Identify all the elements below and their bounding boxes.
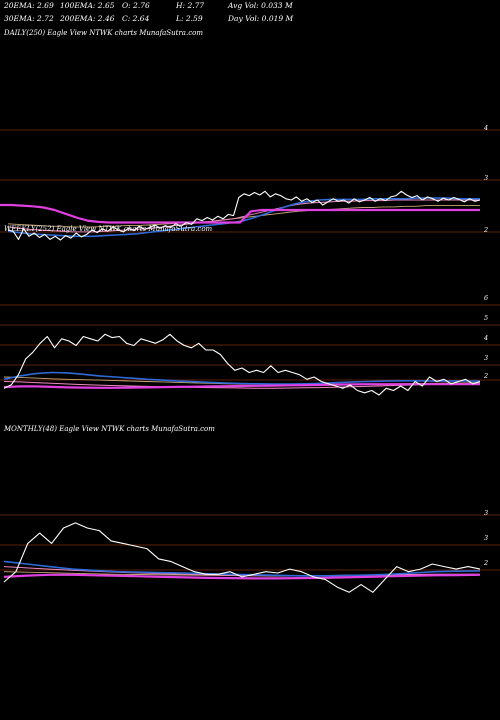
daily-y-tick-label: 4 (483, 124, 488, 132)
weekly-y-tick-label: 5 (484, 314, 488, 322)
weekly-y-tick-label: 4 (483, 334, 488, 342)
daily-series (0, 190, 481, 241)
header-open: O: 2.76 (122, 1, 150, 10)
header-100ema: 100EMA: 2.65 (60, 1, 115, 10)
monthly-y-tick-label: 3 (484, 509, 488, 517)
weekly-y-axis: 6 5 4 3 2 (483, 294, 488, 380)
daily-ema-blue-line (7, 197, 480, 238)
monthly-y-tick-label: 3 (484, 534, 488, 542)
header-avg-vol: Avg Vol: 0.033 M (227, 1, 293, 10)
weekly-y-tick-label: 2 (483, 372, 488, 380)
daily-ema-magenta-line (0, 203, 480, 224)
weekly-chart-panel: WEEKLY(252) Eagle View NTWK charts Munaf… (0, 225, 500, 396)
indicator-header: 20EMA: 2.69 100EMA: 2.65 O: 2.76 H: 2.77… (3, 1, 294, 23)
monthly-price-line (3, 522, 481, 593)
monthly-ema-blue-line (3, 560, 481, 577)
monthly-chart-title: MONTHLY(48) Eagle View NTWK charts Munaf… (3, 425, 215, 433)
weekly-ema-magenta-line (3, 383, 480, 389)
daily-y-tick-label: 3 (484, 174, 488, 182)
monthly-y-tick-label: 2 (483, 559, 488, 567)
daily-chart-title: DAILY(250) Eagle View NTWK charts Munafa… (3, 29, 203, 37)
daily-y-axis: 4 3 2 (483, 124, 488, 234)
daily-price-line (7, 190, 481, 241)
weekly-gridlines (0, 304, 500, 381)
weekly-ema-blue-line (3, 371, 480, 385)
header-high: H: 2.77 (175, 1, 204, 10)
header-close: C: 2.64 (122, 14, 150, 23)
weekly-y-tick-label: 3 (484, 354, 488, 362)
monthly-series (3, 522, 481, 593)
weekly-chart-title: WEEKLY(252) Eagle View NTWK charts Munaf… (4, 225, 213, 233)
daily-y-tick-label: 2 (483, 226, 488, 234)
weekly-price-line (3, 333, 481, 396)
header-30ema: 30EMA: 2.72 (4, 14, 54, 23)
weekly-series (3, 333, 481, 396)
daily-chart-panel: DAILY(250) Eagle View NTWK charts Munafa… (0, 29, 500, 241)
weekly-y-tick-label: 6 (484, 294, 488, 302)
header-day-vol: Day Vol: 0.019 M (227, 14, 294, 23)
monthly-ema-magenta-line (3, 573, 481, 580)
monthly-chart-panel: MONTHLY(48) Eagle View NTWK charts Munaf… (0, 425, 500, 593)
header-20ema: 20EMA: 2.69 (3, 1, 54, 10)
monthly-ema-pink-line (3, 566, 480, 577)
daily-ema-pink-line (7, 199, 480, 233)
header-200ema: 200EMA: 2.46 (59, 14, 115, 23)
monthly-y-axis: 3 3 2 (483, 509, 488, 567)
header-low: L: 2.59 (175, 14, 203, 23)
